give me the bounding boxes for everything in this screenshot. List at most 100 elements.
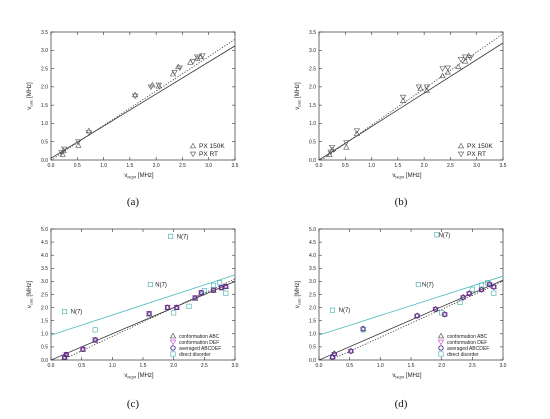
- x-tick-label: 1.5: [140, 363, 147, 369]
- data-point-square: [211, 282, 217, 288]
- x-axis-symbol: ν: [392, 173, 395, 179]
- data-point-triangle-down: [85, 130, 92, 136]
- data-point-square: [201, 288, 207, 294]
- legend-label: PX RT: [467, 151, 486, 158]
- x-axis-label: νNQR [MHz]: [124, 373, 154, 380]
- data-point-triangle-down: [415, 84, 423, 91]
- data-point-square: [61, 309, 67, 315]
- fit-line-solid: [51, 45, 235, 159]
- x-tick-label: 1.5: [408, 363, 415, 369]
- legend-label: PX RT: [199, 151, 218, 158]
- x-tick-label: 0.5: [346, 363, 353, 369]
- data-point-triangle-up: [75, 142, 82, 148]
- y-tick-label: 2.5: [41, 66, 48, 72]
- x-tick-label: 1.5: [126, 163, 133, 169]
- n7-annotation: N(7): [339, 308, 351, 314]
- x-tick-label: 0.0: [316, 163, 323, 169]
- data-point-triangle-down: [58, 150, 65, 156]
- series-square: [61, 233, 229, 333]
- data-point-circle: [460, 294, 466, 301]
- data-point-square: [171, 310, 177, 316]
- fit-line-dotted: [51, 38, 235, 160]
- data-point-triangle-down: [478, 287, 485, 293]
- x-tick-label: 0.5: [342, 163, 349, 169]
- y-tick-label: 2.0: [41, 305, 48, 311]
- y-tick-label: 1.0: [41, 121, 48, 127]
- series-triangle-down: [327, 54, 474, 156]
- x-tick-label: 2.0: [438, 363, 445, 369]
- data-point-circle: [223, 283, 229, 290]
- legend-marker: [457, 142, 465, 149]
- y-tick-label: 0.0: [309, 158, 316, 164]
- fit-line-dotted: [320, 33, 503, 160]
- y-axis-unit: [MHz]: [295, 280, 301, 298]
- y-axis-unit: [MHz]: [27, 280, 33, 298]
- y-tick-label: 1.5: [309, 103, 316, 109]
- data-point-square: [491, 290, 497, 296]
- data-point-triangle-down: [460, 295, 467, 301]
- data-point-triangle-up: [478, 286, 485, 292]
- legend-marker: [169, 332, 177, 339]
- data-point-triangle-down: [462, 54, 469, 61]
- data-point-triangle-up: [360, 325, 367, 331]
- legend-label: PX 150K: [199, 143, 225, 150]
- y-tick-label: 3.5: [41, 30, 48, 36]
- fit-lines: [319, 33, 503, 160]
- x-axis-subscript: NQR: [395, 375, 404, 380]
- y-tick-label: 1.5: [41, 319, 48, 325]
- data-point-square: [439, 310, 445, 316]
- y-tick-label: 0.5: [41, 345, 48, 351]
- y-tick-label: 0.5: [41, 140, 48, 146]
- data-point-triangle-down: [343, 140, 350, 146]
- x-axis-unit: [MHz]: [404, 173, 422, 179]
- x-tick-label: 2.5: [469, 363, 476, 369]
- legend-label: direct disorder: [179, 352, 211, 358]
- x-tick-label: 0.0: [48, 163, 55, 169]
- y-tick-label: 5.0: [41, 227, 48, 233]
- x-tick-label: 2.5: [201, 363, 208, 369]
- x-tick-label: 0.0: [316, 363, 323, 369]
- data-point-triangle-down: [399, 94, 407, 101]
- data-point-circle: [174, 304, 180, 310]
- data-point-triangle-down: [155, 82, 162, 89]
- x-axis-label: νNQR [MHz]: [124, 173, 154, 180]
- legend-label: averaged ABCDEF: [179, 346, 221, 352]
- legend-marker: [438, 345, 444, 351]
- x-tick-label: 3.0: [473, 163, 480, 169]
- x-tick-label: 3.5: [232, 163, 239, 169]
- x-tick-label: 1.0: [100, 163, 107, 169]
- data-point-circle: [164, 304, 171, 310]
- data-point-triangle-down: [61, 146, 68, 153]
- x-axis-unit: [MHz]: [136, 373, 154, 379]
- panel-caption: (c): [127, 398, 140, 410]
- x-tick-label: 1.5: [394, 163, 401, 169]
- n7-annotation: N(7): [177, 234, 189, 240]
- x-tick-label: 0.5: [74, 163, 81, 169]
- y-axis-symbol: ν: [295, 107, 301, 110]
- data-point-triangle-down: [171, 69, 178, 76]
- data-point-square: [168, 233, 174, 239]
- data-point-triangle-down: [414, 313, 421, 320]
- y-tick-label: 3.0: [41, 48, 48, 54]
- data-point-triangle-up: [466, 289, 473, 296]
- x-tick-label: 0.5: [78, 363, 85, 369]
- data-point-triangle-up: [347, 347, 355, 354]
- series-square: [329, 232, 497, 333]
- legend-marker: [438, 351, 444, 357]
- y-axis-label: νcalc [MHz]: [295, 82, 302, 110]
- data-point-triangle-down: [423, 84, 430, 91]
- data-point-triangle-up: [399, 97, 407, 104]
- data-point-square: [479, 282, 485, 288]
- data-point-triangle-down: [432, 307, 439, 313]
- data-point-triangle-down: [199, 53, 206, 59]
- data-point-triangle-down: [131, 93, 139, 100]
- data-point-triangle-down: [360, 326, 367, 333]
- data-point-triangle-down: [189, 59, 197, 65]
- data-point-square: [434, 232, 440, 238]
- x-axis-label: νNQR [MHz]: [392, 373, 422, 380]
- y-axis-subscript: calc: [29, 100, 34, 107]
- x-axis-symbol: ν: [124, 373, 127, 379]
- data-point-circle: [491, 284, 497, 290]
- data-point-triangle-up: [131, 91, 139, 98]
- data-point-square: [360, 327, 366, 333]
